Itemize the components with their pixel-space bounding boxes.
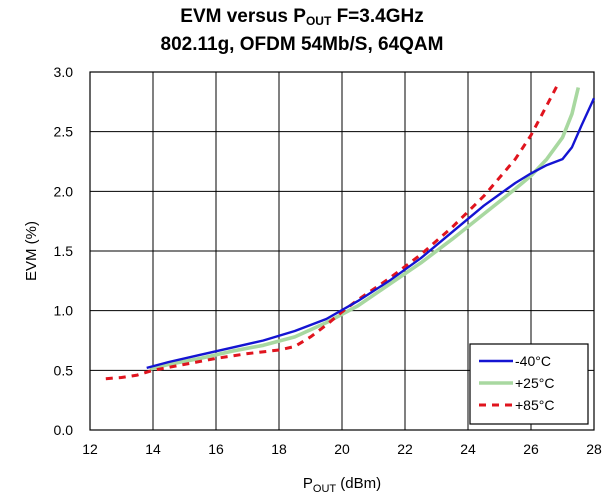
series-line-2 bbox=[149, 87, 581, 371]
x-tick-label: 20 bbox=[334, 441, 350, 457]
x-tick-label: 24 bbox=[460, 441, 476, 457]
legend: -40°C +25°C +85°C bbox=[469, 343, 589, 425]
legend-label: +85°C bbox=[515, 397, 554, 413]
y-tick-label: 2.5 bbox=[54, 124, 74, 140]
x-tick-label: 12 bbox=[82, 441, 98, 457]
series-line-1 bbox=[146, 97, 596, 370]
x-tick-label: 22 bbox=[397, 441, 413, 457]
x-axis-title: POUT (dBm) bbox=[303, 475, 381, 495]
x-tick-label: 28 bbox=[586, 441, 602, 457]
plot-area-frame bbox=[89, 71, 595, 431]
x-axis-ticks: 12 14 16 18 20 22 24 26 28 bbox=[82, 441, 602, 457]
y-axis-ticks: 0.0 0.5 1.0 1.5 2.0 2.5 3.0 bbox=[54, 64, 74, 438]
chart-title-suffix: F=3.4GHz bbox=[331, 6, 424, 27]
y-tick-label: 1.5 bbox=[54, 243, 74, 259]
y-tick-label: 0.5 bbox=[54, 362, 74, 378]
legend-label: +25°C bbox=[515, 375, 554, 391]
x-axis-title-prefix: P bbox=[303, 475, 313, 492]
y-tick-label: 0.0 bbox=[54, 422, 74, 438]
series-layer bbox=[105, 80, 596, 381]
chart-title-prefix: EVM versus P bbox=[180, 6, 306, 27]
y-tick-label: 3.0 bbox=[54, 64, 74, 80]
x-tick-label: 16 bbox=[208, 441, 224, 457]
chart-title-line-1: EVM versus POUT F=3.4GHz bbox=[0, 6, 604, 28]
chart-title-line-2: 802.11g, OFDM 54Mb/S, 64QAM bbox=[160, 34, 444, 55]
x-tick-label: 18 bbox=[271, 441, 287, 457]
y-tick-label: 2.0 bbox=[54, 183, 74, 199]
legend-label: -40°C bbox=[515, 353, 551, 369]
chart-title-subscript: OUT bbox=[305, 14, 332, 28]
x-tick-label: 26 bbox=[523, 441, 539, 457]
y-tick-label: 1.0 bbox=[54, 303, 74, 319]
series-line-3 bbox=[105, 80, 561, 381]
x-axis-title-suffix: (dBm) bbox=[336, 475, 381, 492]
x-tick-label: 14 bbox=[145, 441, 161, 457]
x-axis-title-subscript: OUT bbox=[313, 483, 337, 495]
y-axis-title: EVM (%) bbox=[23, 221, 40, 281]
